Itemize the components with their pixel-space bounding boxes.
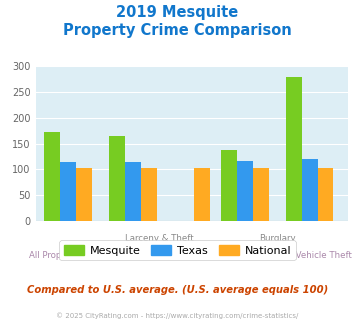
Text: © 2025 CityRating.com - https://www.cityrating.com/crime-statistics/: © 2025 CityRating.com - https://www.city… — [56, 312, 299, 318]
Bar — [317, 168, 333, 221]
Bar — [60, 162, 76, 221]
Bar — [125, 162, 141, 221]
Bar — [253, 168, 269, 221]
Text: Property Crime Comparison: Property Crime Comparison — [63, 23, 292, 38]
Bar — [237, 161, 253, 221]
Legend: Mesquite, Texas, National: Mesquite, Texas, National — [60, 241, 295, 260]
Bar — [109, 136, 125, 221]
Text: Burglary: Burglary — [259, 234, 295, 243]
Text: All Property Crime: All Property Crime — [29, 251, 107, 260]
Bar — [44, 132, 60, 221]
Text: Arson: Arson — [174, 251, 198, 260]
Bar — [76, 168, 92, 221]
Bar — [286, 77, 302, 221]
Bar — [221, 150, 237, 221]
Text: Compared to U.S. average. (U.S. average equals 100): Compared to U.S. average. (U.S. average … — [27, 285, 328, 295]
Bar — [302, 158, 317, 221]
Text: Motor Vehicle Theft: Motor Vehicle Theft — [268, 251, 351, 260]
Bar — [194, 168, 210, 221]
Text: Larceny & Theft: Larceny & Theft — [125, 234, 193, 243]
Bar — [141, 168, 157, 221]
Text: 2019 Mesquite: 2019 Mesquite — [116, 5, 239, 20]
